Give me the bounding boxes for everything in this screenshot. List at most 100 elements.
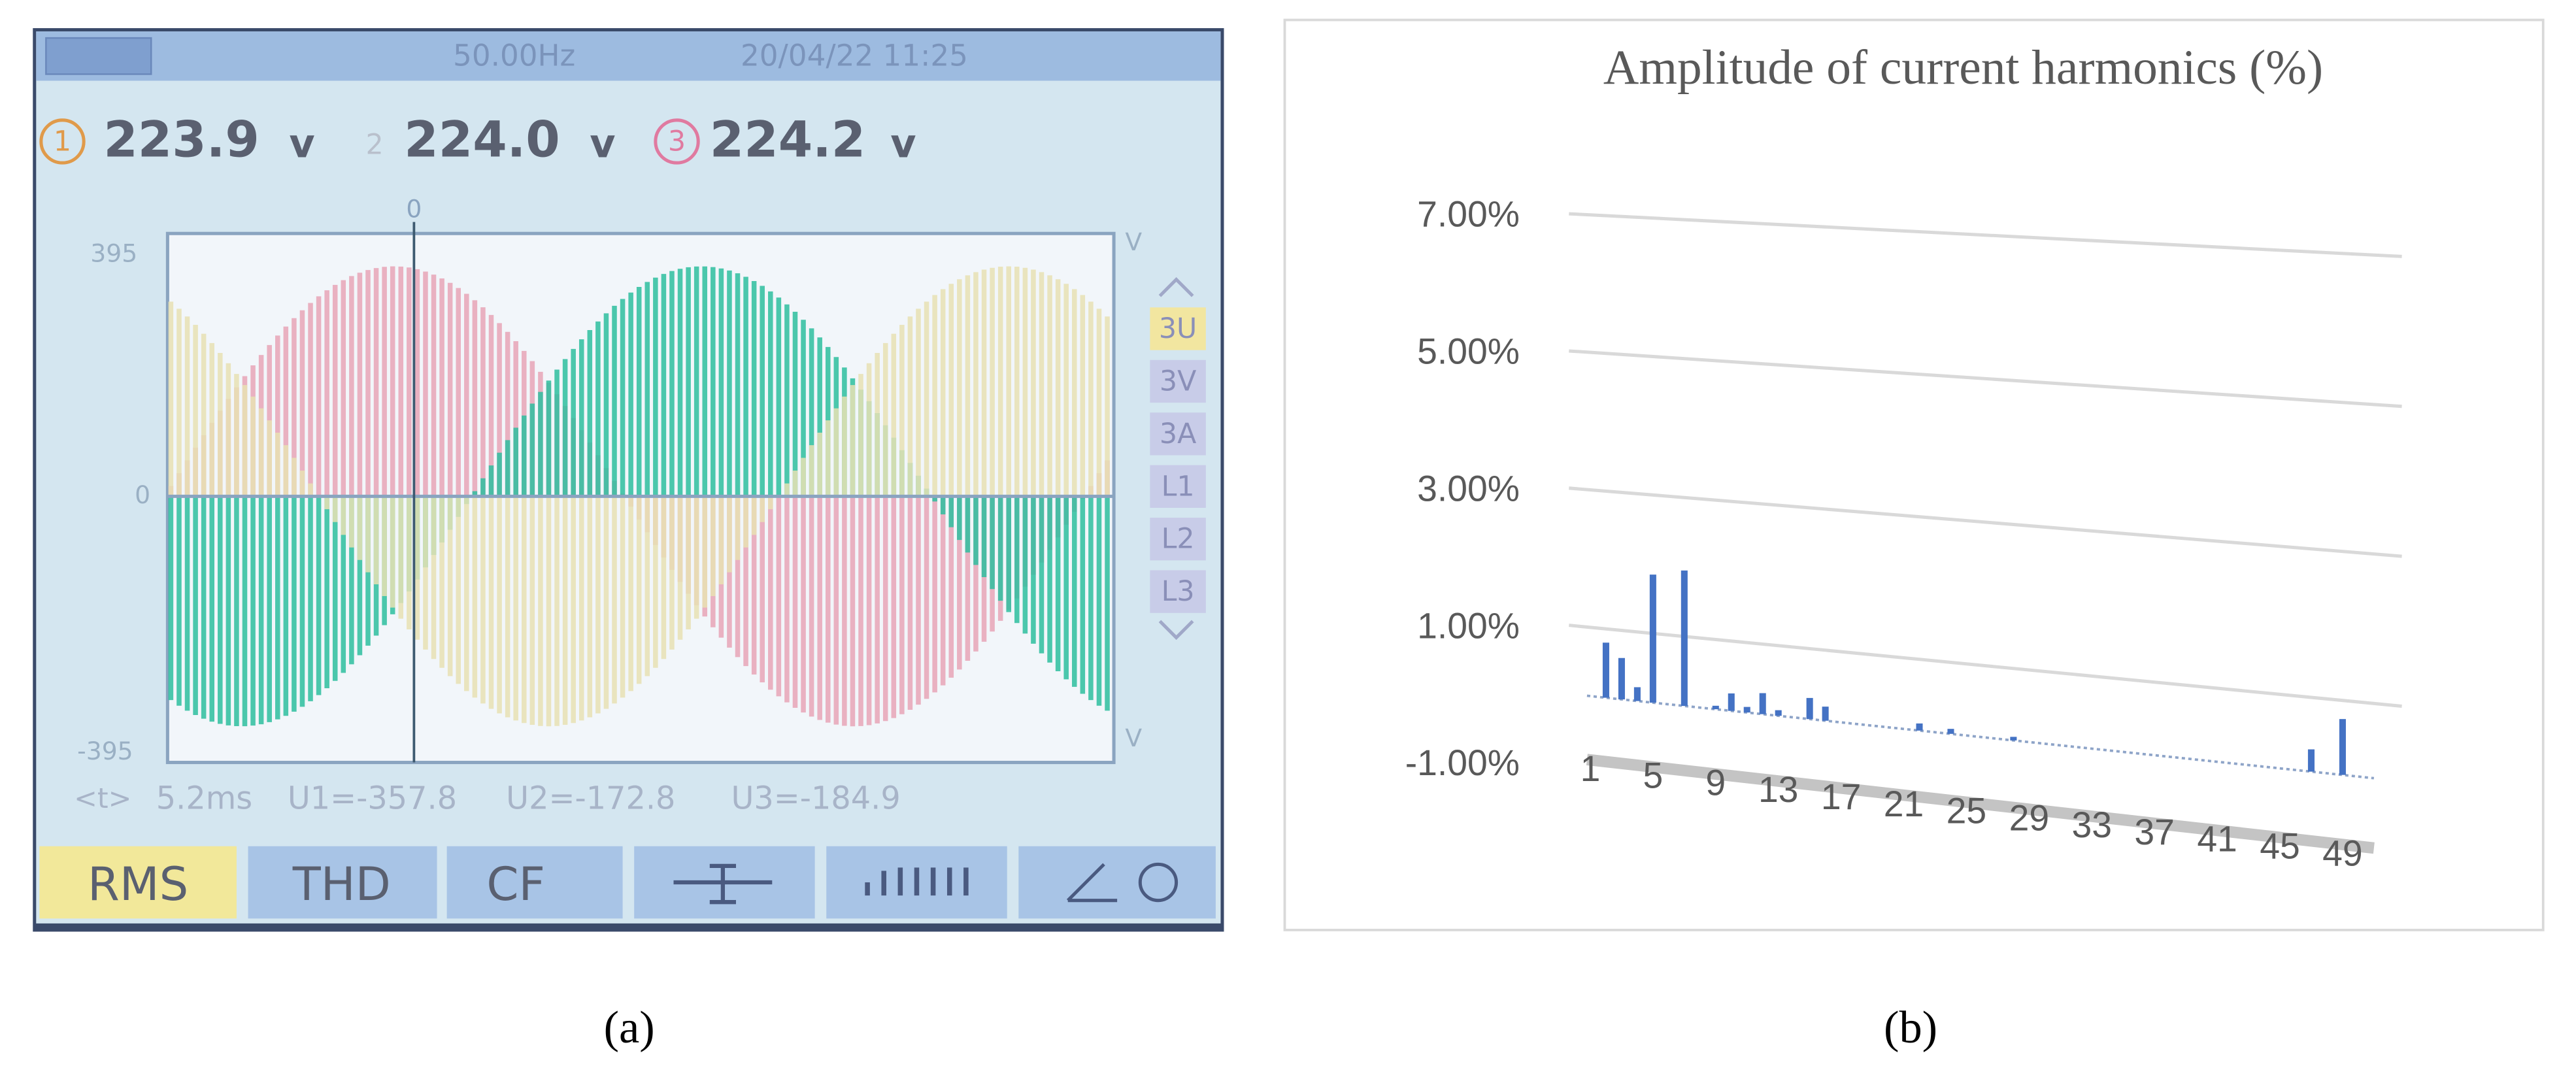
caption: (b) xyxy=(1884,1002,1937,1053)
grid-line xyxy=(1569,349,2402,408)
voltage-value: 224.2 xyxy=(710,111,865,169)
phase-marker xyxy=(39,118,86,165)
waveforms xyxy=(168,266,1110,727)
button xyxy=(446,846,623,919)
side-menu-item xyxy=(1150,412,1206,456)
side-menu-label: L3 xyxy=(1162,575,1195,608)
side-menu-item xyxy=(1150,465,1206,508)
bar xyxy=(1759,693,1766,714)
voltage-unit: v xyxy=(590,122,615,167)
y-tick-label: 1.00% xyxy=(1417,605,1520,646)
button-icon xyxy=(865,867,969,896)
scroll-up xyxy=(1158,277,1194,297)
bar xyxy=(1775,710,1782,716)
bar xyxy=(1649,575,1656,703)
status-icon xyxy=(45,37,152,75)
x-tick-label: 45 xyxy=(2260,825,2300,866)
button-icon xyxy=(1138,862,1179,903)
axis-unit: V xyxy=(1125,227,1142,256)
bar xyxy=(1618,658,1625,700)
button-icon xyxy=(1066,863,1118,903)
side-menu-label: L1 xyxy=(1162,470,1195,503)
status-bar xyxy=(36,31,1221,81)
scroll-down xyxy=(1158,620,1194,641)
button xyxy=(1018,846,1216,919)
bar xyxy=(1916,723,1923,731)
y-tick-label: 3.00% xyxy=(1417,468,1520,508)
voltage-unit: v xyxy=(289,122,314,167)
phase-number: 3 xyxy=(668,125,686,158)
x-tick-label: 41 xyxy=(2197,819,2237,859)
y-tick-label: -1.00% xyxy=(1405,742,1520,783)
chart-frame xyxy=(1283,18,2545,931)
side-menu-item xyxy=(1150,359,1206,403)
side-menu-label: L2 xyxy=(1162,523,1195,556)
bar xyxy=(2307,749,2315,772)
grid-line xyxy=(1569,624,2402,708)
caption: (a) xyxy=(604,1002,655,1053)
readout-u2: U2=-172.8 xyxy=(506,780,675,816)
bar xyxy=(1822,707,1829,721)
axis-zero: 0 xyxy=(135,480,150,509)
bar xyxy=(1602,642,1609,698)
bar xyxy=(1743,707,1750,713)
phase-number: 1 xyxy=(54,125,71,158)
side-menu-label: 3U xyxy=(1159,312,1197,345)
bar xyxy=(1712,705,1719,710)
grid-line xyxy=(1569,486,2402,558)
button-label: RMS xyxy=(88,858,188,911)
button xyxy=(39,846,237,919)
readout-time: 5.2ms xyxy=(156,780,252,816)
x-tick-label: 9 xyxy=(1705,762,1726,803)
readout-u1: U1=-357.8 xyxy=(288,780,457,816)
datetime: 20/04/22 11:25 xyxy=(741,38,968,73)
bar xyxy=(1633,687,1641,701)
side-menu-item xyxy=(1150,570,1206,613)
button-label: THD xyxy=(292,858,391,911)
bar xyxy=(1947,729,1954,734)
voltage-value: 224.0 xyxy=(404,111,560,169)
bar xyxy=(1681,570,1688,707)
grid-line xyxy=(1569,212,2402,258)
x-tick-label: 13 xyxy=(1758,769,1799,810)
x-tick-label: 49 xyxy=(2322,833,2362,873)
side-menu-item xyxy=(1150,518,1206,561)
bar xyxy=(2339,719,2346,775)
x-axis xyxy=(1586,694,2375,780)
scope-photo: 50.00Hz 20/04/22 11:25 1 223.9 v 2 224.0… xyxy=(33,28,1224,932)
x-tick-label: 25 xyxy=(1947,791,1987,831)
bar xyxy=(1728,693,1735,711)
axis-unit: V xyxy=(1125,724,1142,752)
axis-bottom: -395 xyxy=(77,737,133,765)
readout-u3: U3=-184.9 xyxy=(731,780,900,816)
x-tick-label: 33 xyxy=(2072,805,2112,845)
button-label: CF xyxy=(486,858,545,911)
chart: -1.00% 1.00% 3.00% 5.00% 7.00% 1 5 9 13 17 21 25 29 3… xyxy=(1405,194,2402,873)
x-tick-label: 1 xyxy=(1581,748,1601,789)
voltage-unit: v xyxy=(890,122,916,167)
x-tick-label: 29 xyxy=(2009,797,2049,838)
side-menu: 3U 3V 3A L1 L2 L3 xyxy=(1150,307,1206,613)
x-tick-label: 37 xyxy=(2134,812,2175,852)
phase-number: 2 xyxy=(365,129,383,161)
button-icon xyxy=(673,863,773,905)
button xyxy=(248,846,437,919)
axis-top: 395 xyxy=(90,239,137,267)
y-tick-label: 5.00% xyxy=(1417,331,1520,372)
cursor-icon: <t> xyxy=(74,782,131,815)
phase-marker xyxy=(654,118,700,165)
voltage-value: 223.9 xyxy=(103,111,259,169)
cursor-label: 0 xyxy=(406,195,422,224)
frequency: 50.00Hz xyxy=(453,38,575,73)
chart-title: Amplitude of current harmonics (%) xyxy=(1603,41,2323,95)
x-tick-label: 5 xyxy=(1643,756,1664,796)
side-menu-label: 3A xyxy=(1160,418,1196,450)
x-tick-label: 21 xyxy=(1884,784,1924,824)
axis-floor xyxy=(1586,754,2375,854)
bar xyxy=(2010,737,2017,741)
side-menu-label: 3V xyxy=(1160,365,1196,397)
side-menu-item xyxy=(1150,307,1206,350)
x-tick-label: 17 xyxy=(1821,776,1862,817)
